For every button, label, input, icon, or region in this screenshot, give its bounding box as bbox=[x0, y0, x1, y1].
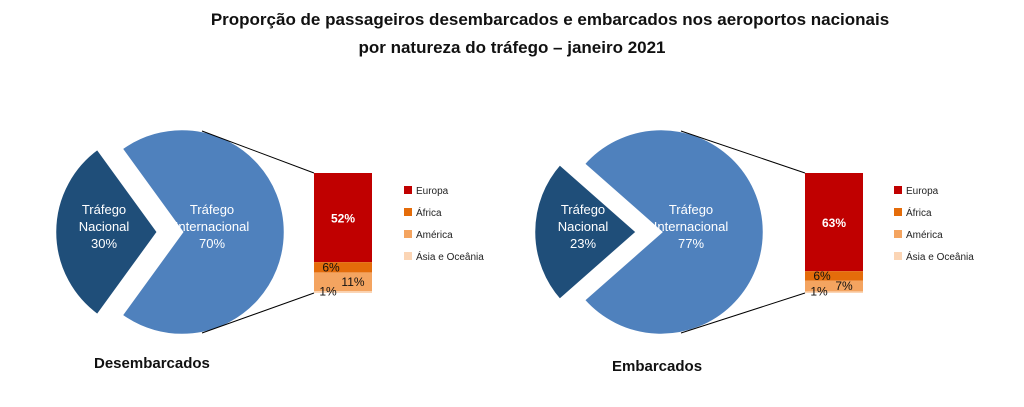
bar-segment-europa bbox=[805, 173, 863, 272]
pie-slice-trafego-internacional bbox=[581, 127, 766, 337]
connector-bottom-line bbox=[680, 292, 806, 334]
legend-swatch-europa bbox=[894, 186, 902, 194]
chart-caption-embarcados: Embarcados bbox=[612, 358, 702, 375]
bar-label-europa: 52% bbox=[331, 212, 355, 226]
bar-label-europa: 63% bbox=[822, 216, 846, 230]
chart-title-line-1: Proporção de passageiros desembarcados e… bbox=[210, 10, 890, 29]
bar-segment-america bbox=[805, 280, 863, 292]
pie-slice-trafego-internacional bbox=[119, 127, 287, 337]
bar-segment-america bbox=[314, 272, 372, 292]
legend-label-asia-e-oceania: Ásia e Oceânia bbox=[906, 250, 974, 263]
chart-caption-desembarcados: Desembarcados bbox=[94, 355, 210, 372]
legend-label-europa: Europa bbox=[906, 186, 939, 197]
legend-swatch-africa bbox=[404, 208, 412, 216]
bar-segment-africa bbox=[314, 262, 372, 273]
chart-desembarcados: Tráfego Nacional 30% Tráfego Internacional 70… bbox=[53, 127, 484, 372]
legend-swatch-america bbox=[404, 230, 412, 238]
pie-slice-trafego-nacional bbox=[53, 146, 160, 318]
legend-label-america: América bbox=[416, 230, 453, 241]
pie-label-internacional-1: Internacional bbox=[654, 219, 729, 234]
legend-swatch-america bbox=[894, 230, 902, 238]
legend-label-europa: Europa bbox=[416, 186, 449, 197]
bar-segment-asia-e-oceania bbox=[314, 291, 372, 293]
chart-embarcados: Tráfego Nacional 23% Tráfego Internacional 77… bbox=[532, 127, 974, 375]
legend-swatch-africa bbox=[894, 208, 902, 216]
pie-label-nacional-1: Nacional bbox=[558, 219, 609, 234]
bar-label-asia-e-oceania: 1% bbox=[810, 284, 828, 298]
legend-swatch-europa bbox=[404, 186, 412, 194]
pie-slice-trafego-nacional bbox=[532, 162, 639, 302]
pie-label-nacional-2: 30% bbox=[91, 236, 117, 251]
legend-label-america: América bbox=[906, 230, 943, 241]
connector-bottom-line bbox=[201, 292, 315, 334]
pie-label-internacional-2: 70% bbox=[199, 236, 225, 251]
connector-top-line bbox=[201, 130, 315, 174]
bar-label-asia-e-oceania: 1% bbox=[319, 284, 337, 298]
pie-label-internacional-0: Tráfego bbox=[190, 202, 234, 217]
chart-title-line-2: por natureza do tráfego – janeiro 2021 bbox=[358, 38, 666, 57]
pie-label-nacional-0: Tráfego bbox=[82, 202, 126, 217]
bar-label-africa: 6% bbox=[322, 260, 340, 274]
legend-label-africa: África bbox=[416, 206, 442, 219]
bar-label-america: 7% bbox=[835, 279, 853, 293]
legend-swatch-asia-e-oceania bbox=[404, 252, 412, 260]
pie-label-internacional-0: Tráfego bbox=[669, 202, 713, 217]
legend-swatch-asia-e-oceania bbox=[894, 252, 902, 260]
bar-label-africa: 6% bbox=[813, 269, 831, 283]
bar-segment-asia-e-oceania bbox=[805, 291, 863, 293]
pie-label-internacional-2: 77% bbox=[678, 236, 704, 251]
legend-label-africa: África bbox=[906, 206, 932, 219]
bar-segment-africa bbox=[805, 271, 863, 281]
pie-label-nacional-0: Tráfego bbox=[561, 202, 605, 217]
pie-label-nacional-2: 23% bbox=[570, 236, 596, 251]
pie-label-internacional-1: Internacional bbox=[175, 219, 250, 234]
legend-label-asia-e-oceania: Ásia e Oceânia bbox=[416, 250, 484, 263]
bar-label-america: 11% bbox=[341, 275, 364, 289]
bar-segment-europa bbox=[314, 173, 372, 263]
connector-top-line bbox=[680, 130, 806, 174]
pie-label-nacional-1: Nacional bbox=[79, 219, 130, 234]
